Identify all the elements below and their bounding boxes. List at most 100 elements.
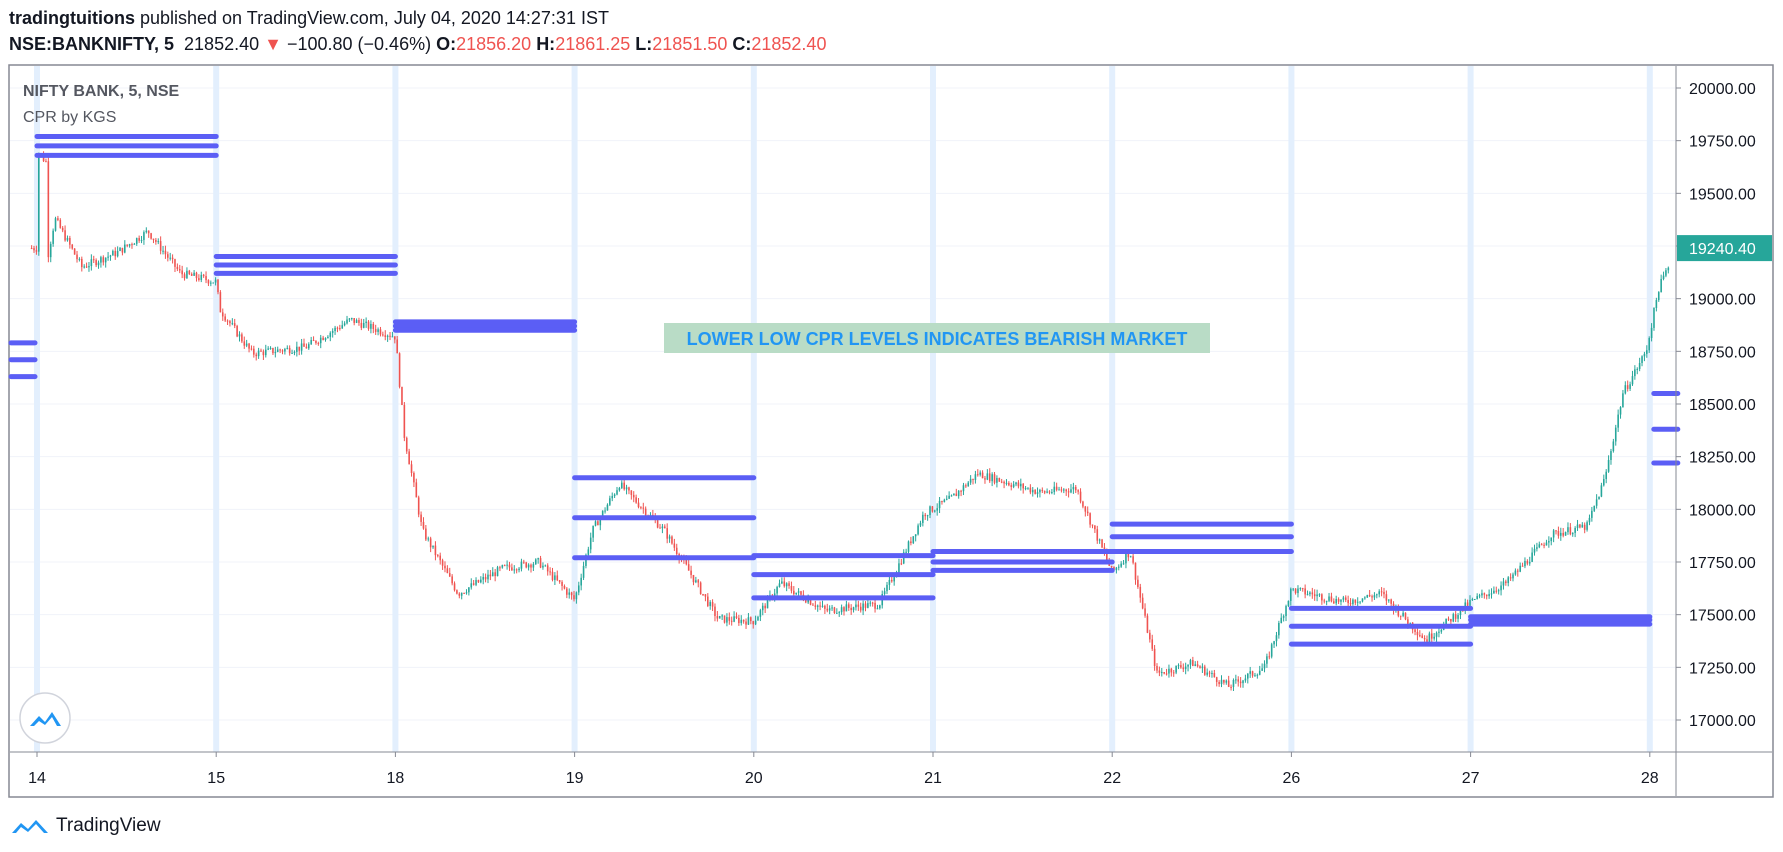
candle-body	[1617, 414, 1619, 428]
candle-body	[1015, 482, 1017, 485]
candle-body	[1110, 565, 1113, 567]
candle-body	[451, 576, 453, 584]
candle-body	[730, 620, 733, 622]
candle-body	[1067, 491, 1070, 493]
candle-body	[967, 482, 970, 487]
candle-body	[1581, 524, 1584, 528]
candle-body	[360, 322, 363, 328]
candle-body	[609, 498, 611, 505]
candle-body	[704, 594, 707, 597]
published-text: published on TradingView.com, July 04, 2…	[134, 8, 609, 28]
candle-body	[793, 590, 795, 595]
candle-body	[1246, 673, 1249, 679]
candle-body	[1225, 680, 1228, 683]
candle-body	[661, 526, 664, 529]
candle-body	[1473, 598, 1476, 600]
candle-body	[453, 583, 456, 591]
candle-body	[1524, 560, 1526, 567]
candle-body	[1141, 597, 1144, 609]
candle-body	[623, 482, 625, 490]
candle-body	[690, 570, 692, 575]
candle-body	[59, 219, 62, 228]
candle-body	[432, 545, 434, 548]
candle-body	[1548, 541, 1550, 543]
candle-body	[991, 474, 993, 482]
candle-body	[673, 543, 676, 548]
candle-body	[279, 349, 281, 351]
candle-body	[642, 507, 645, 509]
candle-body	[616, 490, 618, 495]
candle-body	[721, 615, 723, 617]
candle-body	[1101, 539, 1103, 548]
candle-body	[589, 537, 592, 550]
candle-body	[1153, 648, 1156, 666]
candle-body	[1502, 581, 1505, 586]
candle-body	[957, 490, 960, 497]
candle-body	[286, 347, 289, 349]
candle-body	[116, 250, 119, 257]
candle-body	[859, 606, 862, 611]
candle-body	[1450, 619, 1452, 622]
candle-body	[659, 527, 661, 529]
candle-body	[1163, 672, 1165, 674]
candle-body	[814, 605, 817, 607]
session-separator	[213, 66, 220, 752]
candle-body	[1189, 660, 1192, 665]
candle-body	[477, 580, 480, 583]
candle-body	[114, 250, 117, 257]
candle-body	[408, 451, 410, 465]
candle-body	[420, 514, 422, 522]
candle-body	[1603, 479, 1605, 486]
candle-body	[735, 616, 738, 618]
candle-body	[1235, 679, 1237, 681]
candle-body	[977, 474, 979, 476]
session-separator	[1109, 66, 1116, 752]
candle-body	[1020, 483, 1022, 487]
candle-body	[1010, 485, 1013, 487]
candle-body	[1655, 300, 1658, 309]
candle-body	[1543, 544, 1545, 546]
candle-body	[974, 474, 977, 481]
candle-body	[1485, 594, 1488, 597]
candle-body	[248, 343, 250, 349]
candle-body	[465, 592, 468, 594]
candle-body	[1242, 680, 1244, 684]
candle-body	[427, 538, 430, 540]
candle-body	[210, 282, 212, 284]
candle-body	[1091, 524, 1094, 526]
candle-body	[797, 591, 800, 593]
candle-body	[1273, 641, 1275, 645]
candle-body	[847, 604, 850, 608]
candle-body	[761, 605, 764, 611]
candle-body	[764, 605, 766, 609]
candle-body	[422, 521, 425, 529]
candle-body	[1082, 501, 1084, 507]
candle-body	[1340, 599, 1342, 602]
candle-body	[37, 154, 40, 252]
candle-body	[1292, 588, 1294, 590]
footer-brand[interactable]: TradingView	[10, 815, 161, 837]
candle-body	[1330, 596, 1333, 602]
candle-body	[716, 616, 719, 619]
candle-body	[1430, 633, 1433, 639]
candle-body	[88, 266, 90, 268]
candle-body	[914, 534, 917, 537]
publisher-name[interactable]: tradingtuitions	[9, 8, 135, 28]
price-tick-label: 18500.00	[1689, 397, 1756, 414]
candle-body	[640, 507, 642, 509]
candle-body	[671, 536, 673, 544]
price-tick-label: 19500.00	[1689, 186, 1756, 203]
candle-body	[790, 585, 793, 591]
candle-body	[692, 574, 695, 583]
candle-body	[1192, 660, 1194, 666]
price-tick-label: 17250.00	[1689, 660, 1756, 677]
candle-body	[1356, 601, 1359, 603]
candle-body	[852, 607, 855, 611]
candle-body	[1144, 608, 1146, 616]
candle-body	[695, 580, 697, 583]
candle-body	[1421, 635, 1424, 639]
candle-body	[1653, 308, 1655, 328]
candle-body	[145, 230, 148, 233]
candle-body	[1600, 485, 1603, 497]
